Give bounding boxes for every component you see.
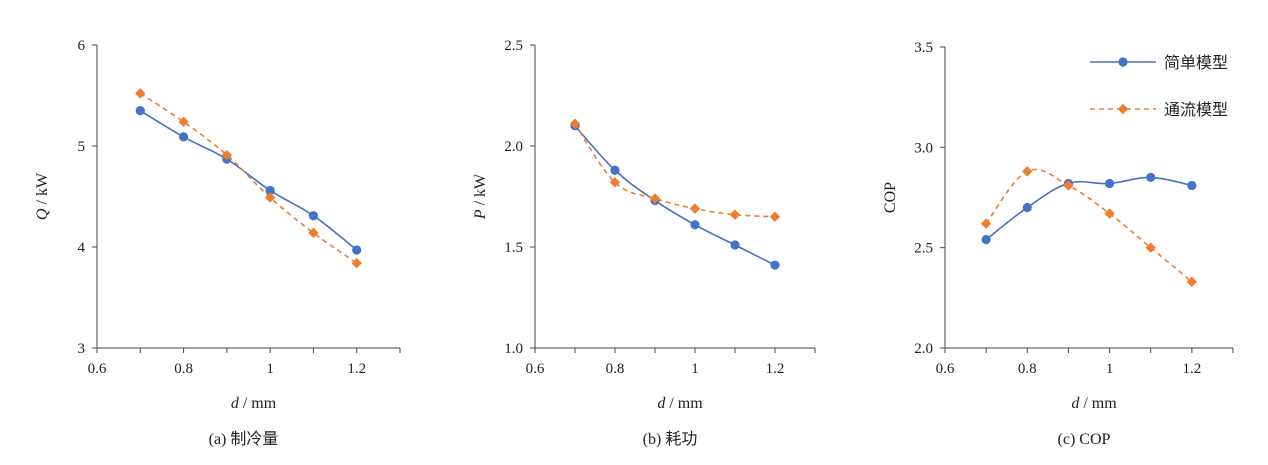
data-point-simple	[770, 260, 780, 270]
data-point-simple	[1104, 178, 1115, 189]
data-point-flow	[980, 218, 992, 229]
data-point-simple	[981, 235, 991, 245]
data-point-flow	[1186, 276, 1198, 287]
x-tick-label: 1	[1106, 361, 1114, 377]
x-axis-unit: / mm	[665, 395, 703, 412]
data-point-flow	[1145, 242, 1156, 253]
y-tick-label: 3	[78, 341, 86, 357]
panel-a-cooling-capacity: 3 4 5 6 0.6 0.8 1 1.2 d / mm Q / kW (a) 制冷量	[34, 38, 401, 448]
y-axis-unit: / kW	[472, 173, 489, 209]
panel-caption: (c) COP	[1058, 431, 1111, 448]
y-tick-label: 2.5	[914, 241, 933, 257]
x-tick-label: 0.6	[526, 361, 545, 377]
data-point-simple	[1146, 172, 1156, 183]
panel-caption: (a) 制冷量	[209, 430, 279, 448]
data-point-simple	[690, 220, 700, 230]
x-axis-unit: / mm	[1079, 395, 1117, 412]
series-line-flow	[574, 123, 776, 218]
x-axis-unit: / mm	[239, 395, 277, 412]
x-tick-label: 0.8	[174, 361, 193, 377]
data-point-simple	[135, 106, 145, 116]
data-point-flow	[569, 118, 581, 129]
data-point-flow	[264, 192, 276, 203]
x-tick-label: 0.6	[88, 361, 107, 377]
data-point-flow	[178, 116, 189, 127]
y-tick-label: 1.5	[504, 240, 523, 256]
data-point-flow	[689, 203, 701, 214]
data-point-flow	[769, 211, 781, 222]
data-point-simple	[730, 240, 740, 250]
y-axis-label: COP	[882, 182, 899, 213]
y-tick-label: 3.0	[914, 140, 933, 156]
series-line-simple	[574, 125, 776, 266]
series-line-flow	[985, 168, 1193, 283]
panel-caption: (b) 耗功	[643, 430, 698, 448]
y-tick-label: 2.0	[504, 139, 523, 155]
x-tick-label: 1.2	[347, 361, 366, 377]
y-tick-label: 2.0	[914, 341, 933, 357]
data-point-flow	[135, 88, 146, 99]
panel-c-cop: 2.0 2.5 3.0 3.5 0.6 0.8 1 1.2 d / mm COP (c) COP	[882, 40, 1234, 448]
x-tick-label: 0.8	[1018, 361, 1037, 377]
data-point-simple	[1187, 180, 1197, 191]
data-point-simple	[178, 132, 189, 142]
data-point-simple	[308, 211, 319, 221]
data-point-flow	[308, 227, 319, 239]
series-line-simple	[985, 176, 1193, 241]
x-axis-label: d / mm	[1071, 395, 1117, 412]
y-axis-variable: Q	[34, 208, 51, 220]
series-line-flow	[139, 92, 358, 264]
legend-marker-simple	[1118, 57, 1128, 67]
x-tick-label: 0.6	[936, 361, 955, 377]
panel-b-power: 1.0 1.5 2.0 2.5 0.6 0.8 1 1.2 d / mm P / kW (b) 耗功	[472, 38, 816, 448]
y-axis-variable: P	[472, 209, 489, 220]
data-point-flow	[649, 193, 661, 204]
y-tick-label: 5	[78, 139, 86, 155]
x-tick-label: 1.2	[1182, 361, 1201, 377]
x-axis-label: d / mm	[657, 395, 703, 412]
data-point-flow	[221, 149, 233, 161]
y-axis-unit: COP	[882, 182, 899, 213]
y-tick-label: 1.0	[504, 341, 523, 357]
y-axis-unit: / kW	[34, 172, 51, 208]
x-tick-label: 0.8	[606, 361, 625, 377]
y-tick-label: 3.5	[914, 40, 933, 56]
y-tick-label: 4	[78, 240, 86, 256]
x-tick-label: 1	[691, 361, 699, 377]
x-axis-variable: d	[657, 395, 666, 412]
x-axis-variable: d	[1071, 395, 1080, 412]
y-axis-label: P / kW	[472, 173, 489, 220]
data-point-flow	[1063, 180, 1074, 191]
x-axis-variable: d	[231, 395, 240, 412]
data-point-simple	[1022, 202, 1032, 213]
data-point-simple	[352, 245, 362, 255]
data-point-simple	[610, 165, 620, 175]
data-point-flow	[351, 257, 362, 269]
y-tick-label: 2.5	[504, 38, 523, 54]
x-axis-label: d / mm	[231, 395, 277, 412]
data-point-flow	[729, 209, 741, 220]
series-line-simple	[139, 109, 358, 251]
legend-label-simple: 简单模型	[1164, 54, 1228, 72]
x-tick-label: 1.2	[766, 361, 785, 377]
data-point-flow	[609, 177, 621, 188]
y-tick-label: 6	[78, 38, 86, 54]
data-point-flow	[1022, 166, 1033, 177]
legend-marker-flow	[1117, 103, 1129, 115]
legend-label-flow: 通流模型	[1164, 101, 1228, 119]
y-axis-label: Q / kW	[34, 172, 51, 220]
data-point-flow	[1104, 208, 1115, 219]
x-tick-label: 1	[266, 361, 274, 377]
data-point-simple	[265, 185, 275, 196]
